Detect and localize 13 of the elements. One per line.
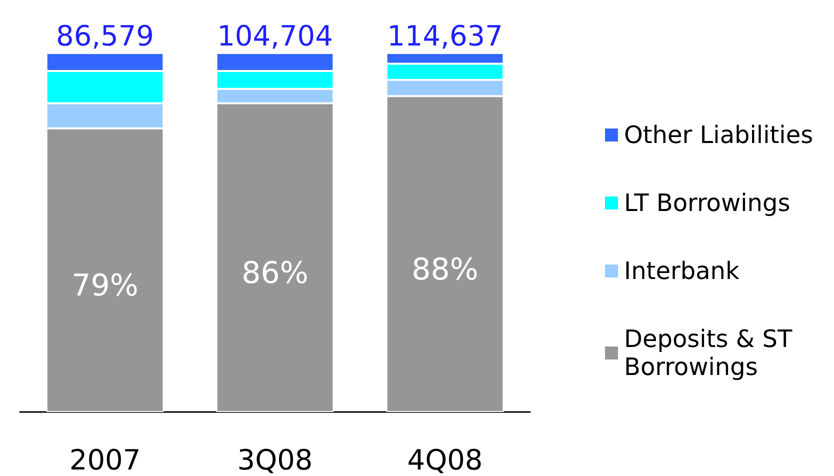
data-label: 79% <box>72 268 138 304</box>
annotation: 114,637 <box>387 20 503 52</box>
x-tick-label: 4Q08 <box>407 444 483 476</box>
annotation: 86,579 <box>56 20 154 52</box>
legend-label: LT Borrowings <box>624 189 790 217</box>
legend-label: Interbank <box>624 257 740 285</box>
annotation: 104,704 <box>217 20 333 52</box>
x-tick-label: 3Q08 <box>237 444 313 476</box>
data-label: 88% <box>412 252 478 288</box>
legend-label: Deposits & ST Borrowings <box>624 325 800 381</box>
legend-label: Other Liabilities <box>624 121 814 149</box>
x-tick-label: 2007 <box>69 444 141 476</box>
data-label: 86% <box>242 256 308 292</box>
